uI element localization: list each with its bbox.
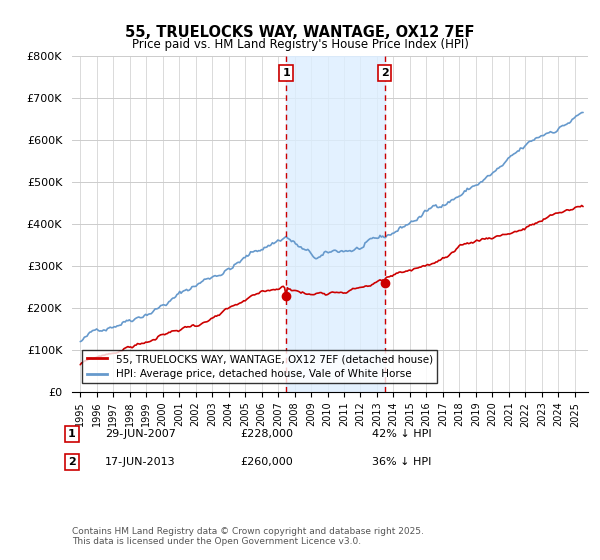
Text: 1: 1: [68, 429, 76, 439]
Text: 29-JUN-2007: 29-JUN-2007: [105, 429, 176, 439]
Text: £228,000: £228,000: [240, 429, 293, 439]
Text: 17-JUN-2013: 17-JUN-2013: [105, 457, 176, 467]
Text: Contains HM Land Registry data © Crown copyright and database right 2025.
This d: Contains HM Land Registry data © Crown c…: [72, 526, 424, 546]
Text: Price paid vs. HM Land Registry's House Price Index (HPI): Price paid vs. HM Land Registry's House …: [131, 38, 469, 50]
Text: 55, TRUELOCKS WAY, WANTAGE, OX12 7EF: 55, TRUELOCKS WAY, WANTAGE, OX12 7EF: [125, 25, 475, 40]
Text: 42% ↓ HPI: 42% ↓ HPI: [372, 429, 431, 439]
Legend: 55, TRUELOCKS WAY, WANTAGE, OX12 7EF (detached house), HPI: Average price, detac: 55, TRUELOCKS WAY, WANTAGE, OX12 7EF (de…: [82, 350, 437, 384]
Text: £260,000: £260,000: [240, 457, 293, 467]
Text: 1: 1: [282, 68, 290, 78]
Text: 36% ↓ HPI: 36% ↓ HPI: [372, 457, 431, 467]
Text: 2: 2: [380, 68, 388, 78]
Text: 2: 2: [68, 457, 76, 467]
Bar: [286, 56, 385, 392]
